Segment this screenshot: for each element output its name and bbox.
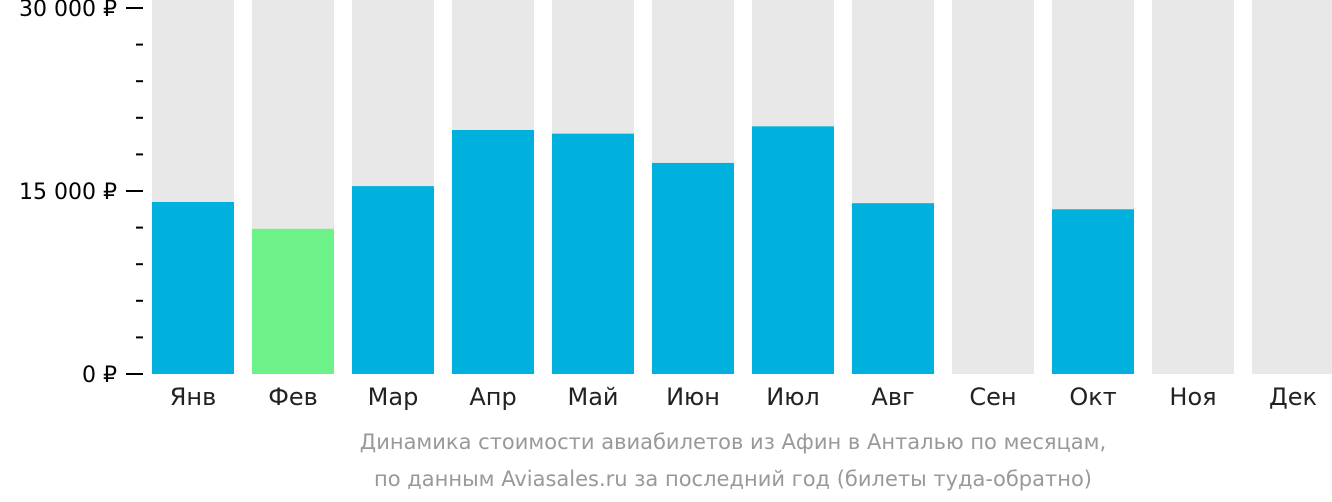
y-tick-label-2: 15 000 ₽: [19, 180, 117, 205]
bar-3[interactable]: [352, 186, 434, 374]
background-bar-12: [1252, 0, 1332, 374]
bar-4[interactable]: [452, 130, 534, 374]
x-tick-label-3: Мар: [368, 383, 419, 411]
data-bars: [152, 126, 1134, 374]
x-tick-label-6: Июн: [666, 383, 720, 411]
x-tick-label-1: Янв: [170, 383, 217, 411]
y-axis: 0 ₽ 15 000 ₽ 30 000 ₽: [19, 0, 143, 388]
x-tick-label-11: Ноя: [1169, 383, 1216, 411]
bar-2[interactable]: [252, 228, 334, 374]
price-bar-chart: 0 ₽ 15 000 ₽ 30 000 ₽ Янв Фев Мар Апр Май Июн Ию…: [19, 0, 1332, 411]
x-tick-label-4: Апр: [469, 383, 516, 411]
x-tick-label-8: Авг: [871, 383, 914, 411]
bar-8[interactable]: [852, 203, 934, 374]
x-tick-label-2: Фев: [268, 383, 318, 411]
bar-6[interactable]: [652, 162, 734, 374]
x-tick-label-10: Окт: [1069, 383, 1116, 411]
chart-caption-line-1: Динамика стоимости авиабилетов из Афин в…: [359, 430, 1107, 454]
bar-7[interactable]: [752, 126, 834, 374]
bar-1[interactable]: [152, 201, 234, 374]
x-tick-label-5: Май: [567, 383, 618, 411]
x-axis: Янв Фев Мар Апр Май Июн Июл Авг Сен Окт Ноя Дек: [170, 383, 1317, 411]
x-tick-label-9: Сен: [969, 383, 1016, 411]
background-bar-9: [952, 0, 1034, 374]
y-tick-label-3: 30 000 ₽: [19, 0, 117, 22]
bar-10[interactable]: [1052, 209, 1134, 374]
x-tick-label-12: Дек: [1269, 383, 1317, 411]
bar-5[interactable]: [552, 133, 634, 374]
y-tick-label-1: 0 ₽: [82, 363, 117, 388]
chart-caption-line-2: по данным Aviasales.ru за последний год …: [374, 467, 1092, 491]
background-bar-11: [1152, 0, 1234, 374]
x-tick-label-7: Июл: [766, 383, 820, 411]
